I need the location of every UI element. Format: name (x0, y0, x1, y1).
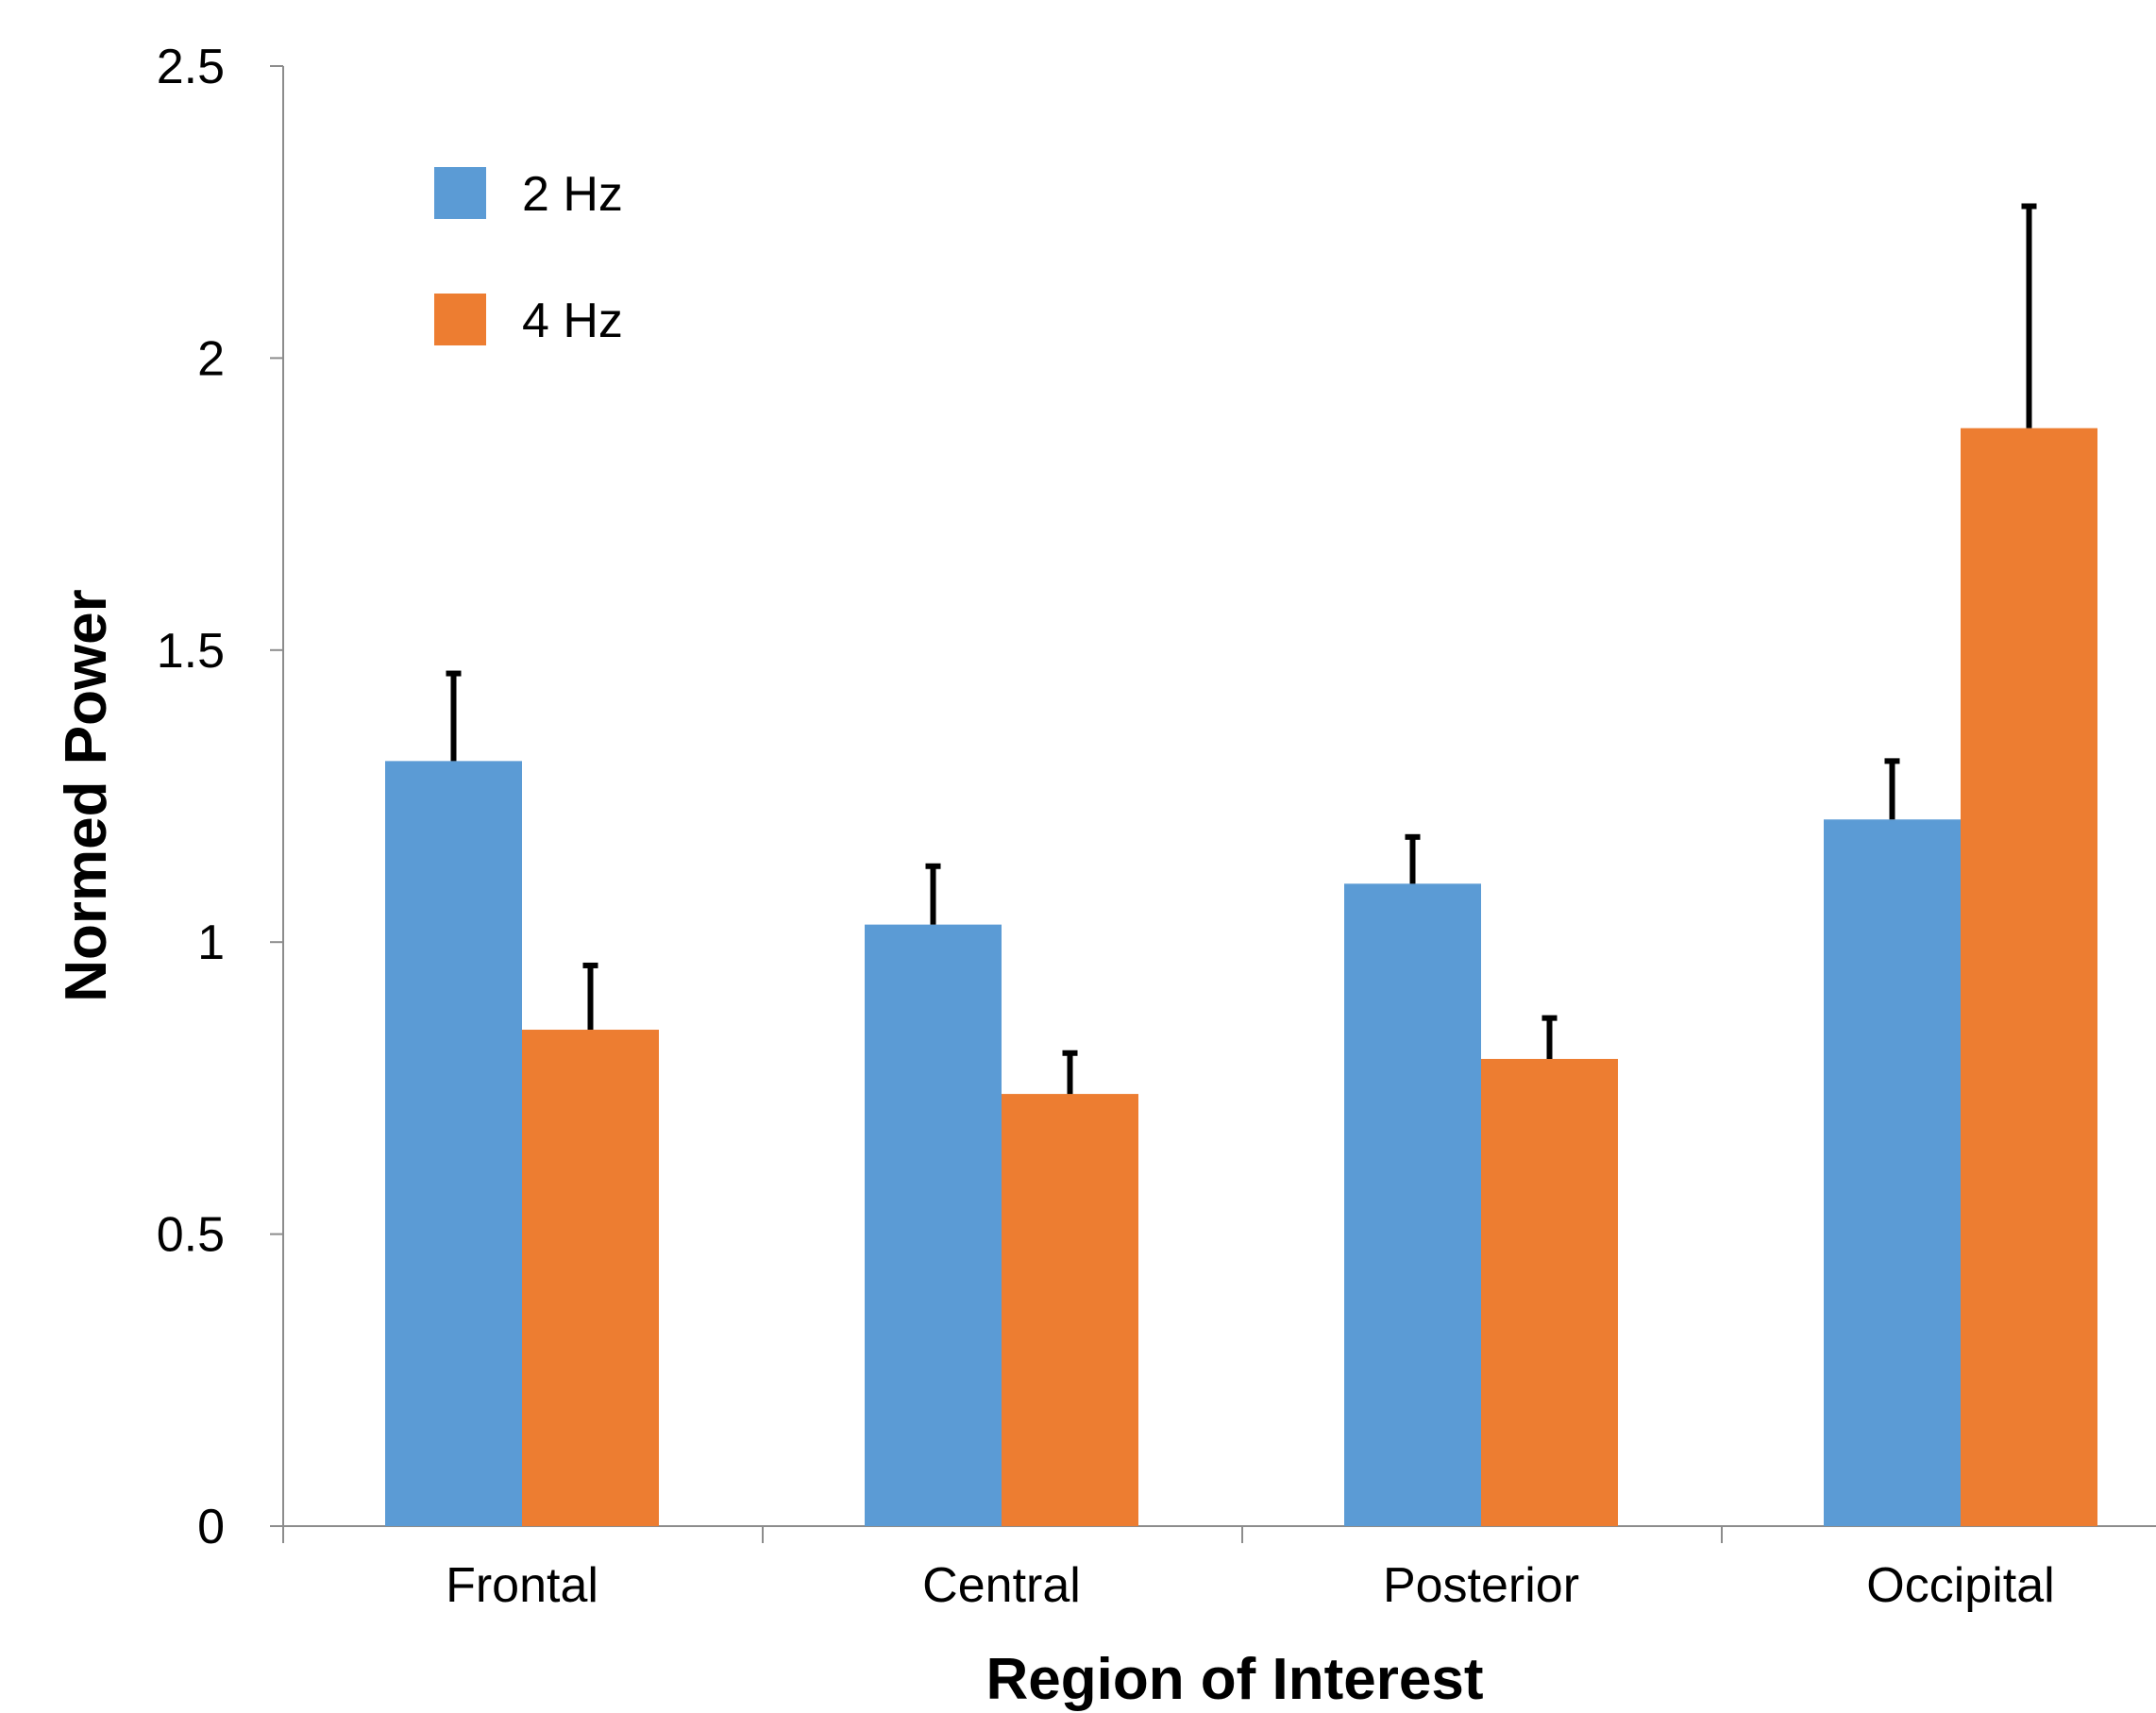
y-axis-title: Normed Power (54, 589, 119, 1002)
x-tick-label: Occipital (1866, 1558, 2054, 1613)
bar-2hz-central (865, 924, 1002, 1526)
y-tick-label: 0.5 (157, 1208, 225, 1263)
bar-4hz-central (1002, 1094, 1138, 1526)
bars-group (385, 428, 2097, 1526)
legend: 2 Hz 4 Hz (434, 167, 623, 348)
x-axis-title: Region of Interest (985, 1647, 1483, 1712)
x-tick-label: Posterior (1383, 1558, 1579, 1613)
y-tick-label: 2.5 (157, 40, 225, 94)
legend-label: 2 Hz (522, 167, 623, 222)
bar-4hz-frontal (522, 1030, 659, 1526)
x-axis-ticks: Frontal Central Posterior Occipital (282, 1526, 2055, 1613)
y-tick-label: 0 (197, 1500, 225, 1554)
x-tick-label: Central (922, 1558, 1081, 1613)
bar-2hz-occipital (1824, 819, 1961, 1526)
error-bars-group (446, 203, 2037, 1095)
legend-swatch (434, 294, 486, 345)
y-tick-label: 1.5 (157, 624, 225, 679)
x-tick-label: Frontal (446, 1558, 598, 1613)
bar-4hz-occipital (1961, 428, 2097, 1526)
legend-swatch (434, 167, 486, 219)
bar-2hz-posterior (1344, 883, 1481, 1526)
bar-2hz-frontal (385, 761, 522, 1526)
legend-label: 4 Hz (522, 294, 623, 348)
bar-4hz-posterior (1481, 1058, 1618, 1526)
y-tick-label: 1 (197, 915, 225, 970)
y-axis-ticks: 0 0.5 1 1.5 2 2.5 (157, 40, 283, 1554)
y-tick-label: 2 (197, 331, 225, 386)
